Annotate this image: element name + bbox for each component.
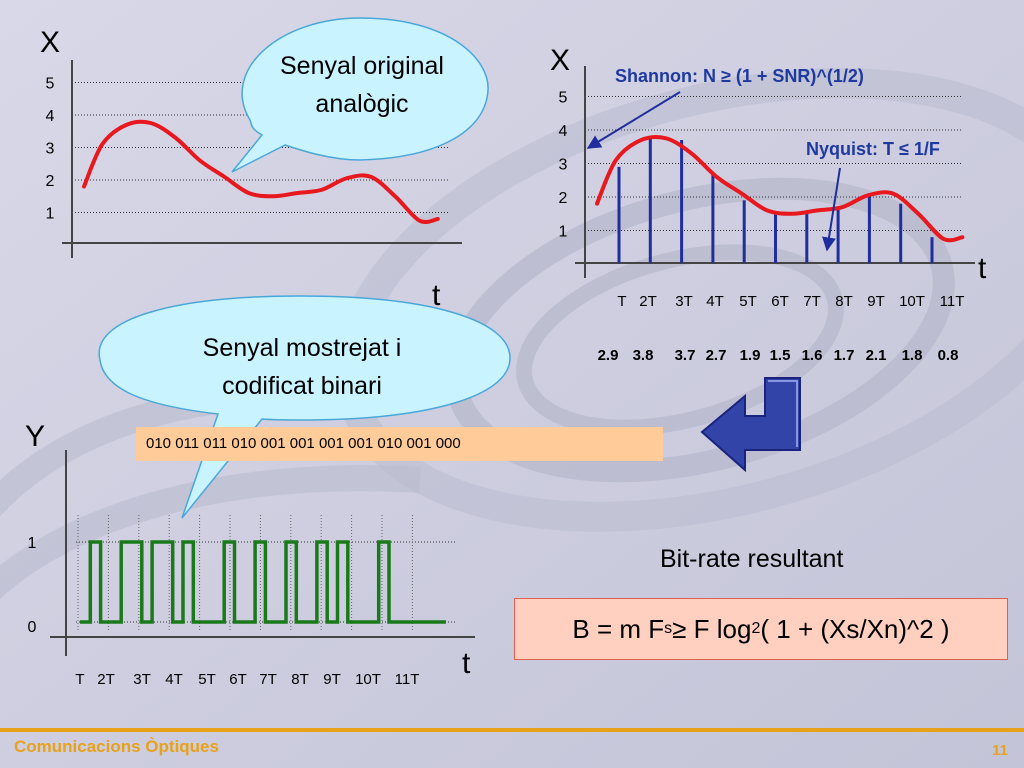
y-tick-label: 3	[559, 157, 568, 174]
chart-sampled-signal: 1 2 3 4 5 Xt T 2T 3T 4T 5T 6T 7T 8T 9T 10T 11T 2.9 3.8 3.7 2…	[550, 44, 987, 364]
sample-value-label: 1.7	[834, 347, 855, 364]
sample-value-label: 3.8	[633, 347, 654, 364]
x-tick-label: 6T	[771, 293, 789, 310]
x-tick-label: 7T	[259, 671, 277, 688]
x-tick-label: 3T	[675, 293, 693, 310]
x-tick-label: 4T	[165, 671, 183, 688]
footer-rule	[0, 728, 1024, 732]
x-tick-label: 7T	[803, 293, 821, 310]
chart-binary-signal: 1 0 Yt T 2T 3T 4T 5T 6T 7T 8T 9T 10T 11T	[25, 420, 475, 688]
callout-sampled-line2: codificat binari	[222, 372, 382, 400]
x-tick-label: 11T	[395, 671, 420, 688]
y-tick-label: 5	[559, 90, 568, 107]
y-tick-label: 2	[559, 190, 568, 207]
analog-signal-line	[82, 119, 440, 225]
sample-value-label: 2.7	[706, 347, 727, 364]
formula-prefix: B = m F	[572, 613, 665, 644]
callout-sampled-line1: Senyal mostrejat i	[203, 334, 402, 362]
callout-sampled: Senyal mostrejat i codificat binari	[98, 295, 511, 519]
x-axis-label: t	[432, 279, 441, 312]
formula-mid: ≥ F log	[672, 613, 752, 644]
y-axis-label: X	[550, 44, 570, 77]
sample-value-label: 3.7	[675, 347, 696, 364]
y-tick-label: 0	[28, 619, 37, 636]
y-axis-label: Y	[25, 420, 45, 453]
y-tick-label: 5	[46, 76, 55, 93]
y-tick-label: 2	[46, 173, 55, 190]
x-axis-label: t	[462, 647, 471, 680]
x-tick-label: T	[75, 671, 84, 688]
x-tick-label: 2T	[639, 293, 657, 310]
bitrate-title: Bit-rate resultant	[660, 545, 844, 573]
callout-original-line2: analògic	[315, 90, 408, 118]
y-tick-label: 3	[46, 141, 55, 158]
nyquist-annotation: Nyquist: T ≤ 1/F	[806, 139, 940, 159]
y-tick-label: 4	[559, 123, 568, 140]
shannon-arrow	[586, 91, 681, 149]
x-tick-label: T	[617, 293, 626, 310]
x-tick-label: 4T	[706, 293, 724, 310]
y-axis-label: X	[40, 26, 60, 59]
sample-value-label: 1.9	[740, 347, 761, 364]
y-tick-label: 1	[46, 206, 55, 223]
x-tick-label: 10T	[899, 293, 925, 310]
y-tick-label: 1	[559, 224, 568, 241]
x-tick-label: 9T	[867, 293, 885, 310]
footer-title: Comunicacions Òptiques	[14, 737, 219, 756]
formula-suffix: ( 1 + (Xs/Xn)^2 )	[760, 613, 950, 644]
shannon-annotation: Shannon: N ≥ (1 + SNR)^(1/2)	[615, 66, 864, 86]
y-tick-label: 1	[28, 535, 37, 552]
x-tick-label: 6T	[229, 671, 247, 688]
x-tick-label: 10T	[355, 671, 381, 688]
x-tick-label: 3T	[133, 671, 151, 688]
callout-original: Senyal original analògic	[231, 17, 489, 173]
binary-code-strip: 010 011 011 010 001 001 001 001 010 001 …	[136, 427, 663, 461]
sample-value-label: 1.6	[802, 347, 823, 364]
x-tick-label: 5T	[198, 671, 216, 688]
y-tick-label: 4	[46, 108, 55, 125]
x-tick-label: 2T	[97, 671, 115, 688]
sample-value-label: 2.1	[866, 347, 887, 364]
sample-value-label: 1.8	[902, 347, 923, 364]
x-tick-label: 8T	[835, 293, 853, 310]
sampled-signal-line	[595, 134, 965, 243]
x-axis-label: t	[978, 252, 987, 285]
nyquist-arrow	[822, 167, 841, 252]
x-tick-label: 8T	[291, 671, 309, 688]
callout-original-line1: Senyal original	[280, 52, 444, 80]
sample-value-label: 1.5	[770, 347, 791, 364]
formula-sub-2: 2	[751, 620, 761, 637]
x-tick-label: 11T	[940, 293, 965, 310]
x-tick-label: 9T	[323, 671, 341, 688]
sample-value-label: 2.9	[598, 347, 619, 364]
formula-sub-s: s	[664, 620, 673, 637]
sample-value-label: 0.8	[938, 347, 959, 364]
page-number: 11	[992, 742, 1008, 759]
binary-waveform-line	[80, 540, 446, 624]
return-arrow-icon	[700, 377, 801, 473]
x-tick-label: 5T	[739, 293, 757, 310]
